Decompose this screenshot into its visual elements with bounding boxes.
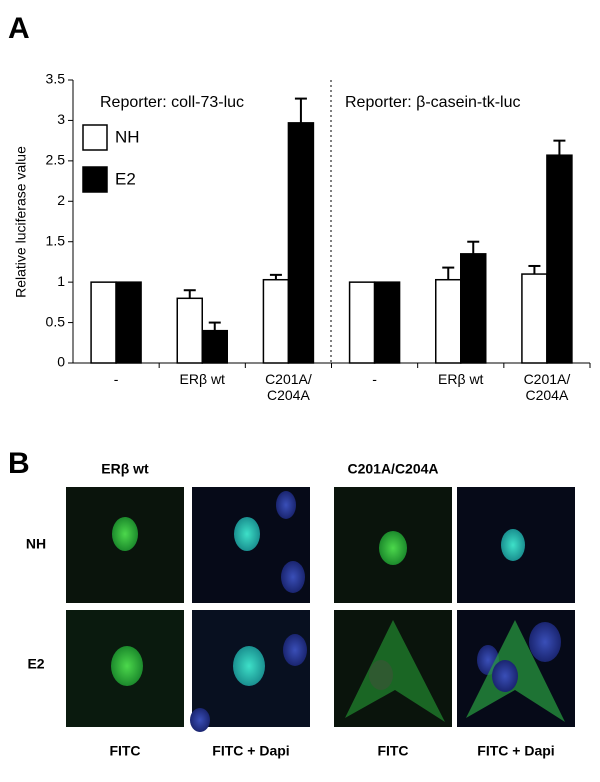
bar [176, 297, 203, 364]
bar [90, 281, 117, 364]
x-tick-label: ERβ wt [438, 371, 484, 387]
column-header: C201A/C204A [347, 461, 438, 477]
legend-label: E2 [115, 169, 136, 188]
panel-label: A [8, 12, 30, 45]
x-tick-label: - [372, 371, 377, 387]
bar [348, 281, 376, 364]
y-tick-label: 0.5 [46, 313, 66, 329]
y-tick-label: 1.5 [46, 232, 66, 248]
nucleus [501, 529, 525, 561]
nucleus [369, 660, 393, 690]
nucleus [281, 561, 305, 593]
nucleus [111, 646, 143, 686]
row-label: E2 [27, 656, 44, 672]
y-tick-label: 2.5 [46, 152, 66, 168]
bar [201, 329, 228, 364]
x-tick-label: ERβ wt [180, 371, 226, 387]
legend-label: NH [115, 127, 140, 146]
x-tick-label: C201A/C204A [265, 371, 312, 403]
y-axis-label: Relative luciferase value [13, 146, 29, 298]
image-label: FITC [377, 743, 408, 759]
annotation: Reporter: coll-73-luc [100, 94, 244, 111]
nucleus [276, 491, 296, 519]
bar [435, 278, 462, 364]
y-tick-label: 3 [57, 111, 65, 127]
bar [287, 122, 315, 364]
nucleus [234, 517, 260, 551]
y-tick-label: 1 [57, 273, 65, 289]
row-label: NH [26, 536, 46, 552]
bar [115, 281, 142, 364]
annotation: Reporter: β-casein-tk-luc [345, 94, 520, 111]
bar [460, 253, 487, 364]
legend-swatch [82, 166, 108, 193]
nucleus [283, 634, 307, 666]
y-tick-label: 2 [57, 192, 65, 208]
nucleus [529, 622, 561, 662]
image-label: FITC + Dapi [477, 743, 554, 759]
bar [521, 273, 548, 364]
y-tick-label: 3.5 [46, 71, 66, 87]
column-header: ERβ wt [101, 461, 149, 477]
legend-swatch [82, 124, 108, 151]
x-tick-label: C201A/C204A [524, 371, 571, 403]
nucleus [492, 660, 518, 692]
bar [373, 281, 401, 364]
panel-b: B ERβ wt C201A/C204A NH E2 FITC FITC + D… [8, 447, 575, 759]
panel-label: B [8, 447, 30, 480]
cell-stain [345, 620, 445, 722]
y-tick-label: 0 [57, 354, 65, 370]
image-label: FITC [109, 743, 140, 759]
nucleus [379, 531, 407, 565]
bar [546, 154, 573, 364]
image-label: FITC + Dapi [212, 743, 289, 759]
nucleus [190, 708, 210, 732]
x-tick-label: - [114, 371, 119, 387]
bar [262, 278, 290, 364]
nucleus [112, 517, 138, 551]
nucleus [233, 646, 265, 686]
